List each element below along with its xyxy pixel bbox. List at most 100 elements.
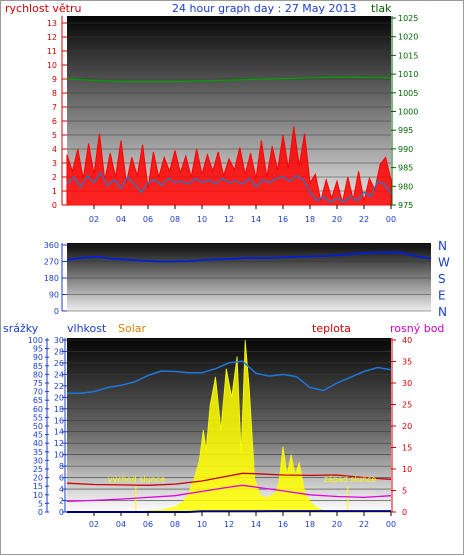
time-tick-label: 20	[332, 520, 342, 529]
time-tick-label: 22	[359, 520, 369, 529]
pressure-tick-label: 1005	[398, 89, 418, 98]
temperature-axis-label: teplota	[312, 322, 351, 335]
time-tick-label: 20	[332, 215, 342, 224]
humidity-tick-label: 16	[54, 416, 64, 425]
pressure-tick-label: 1000	[398, 108, 418, 117]
wind-tick-label: 12	[47, 33, 57, 42]
rain-tick-label: 65	[33, 396, 43, 405]
rain-line	[67, 510, 391, 513]
time-tick-label: 02	[89, 520, 99, 529]
humidity-tick-label: 0	[59, 508, 64, 517]
time-tick-label: 12	[224, 215, 234, 224]
rain-tick-label: 100	[28, 336, 43, 345]
wind-speed-area	[66, 126, 392, 206]
wind-tick-label: 1	[52, 187, 57, 196]
wind-tick-label: 11	[47, 47, 57, 56]
rain-tick-label: 10	[33, 491, 43, 500]
time-tick-label: 12	[224, 520, 234, 529]
solar-axis-label: Solar	[118, 322, 147, 335]
pressure-tick-label: 980	[398, 182, 413, 191]
rain-axis: 0510152025303540455055606570758085909510…	[28, 336, 49, 517]
temperature-tick-label: 35	[402, 358, 412, 367]
time-axis-top: 02 04 06 08 10 12 14 16 18 20 22 00	[89, 205, 396, 224]
time-tick-label: 14	[251, 520, 261, 529]
humidity-tick-label: 22	[54, 382, 64, 391]
wind-tick-label: 10	[47, 61, 57, 70]
sunset-annotation: západ slunce	[324, 475, 377, 484]
humidity-tick-label: 28	[54, 347, 64, 356]
rain-tick-label: 30	[33, 456, 43, 465]
humidity-line	[67, 360, 392, 395]
pressure-tick-label: 1020	[398, 33, 418, 42]
rain-tick-label: 75	[33, 379, 43, 388]
pressure-tick-label: 985	[398, 164, 413, 173]
pressure-tick-label: 1010	[398, 70, 418, 79]
direction-tick-label: 270	[44, 258, 59, 267]
rain-tick-label: 45	[33, 431, 43, 440]
chart-title: 24 hour graph day : 27 May 2013	[172, 2, 357, 15]
wind-direction-plot-area	[67, 243, 431, 311]
wind-direction-line	[66, 251, 432, 263]
humidity-temp-series	[66, 339, 392, 513]
wind-direction-gridlines	[67, 244, 431, 312]
time-tick-label: 10	[197, 215, 207, 224]
wind-tick-label: 4	[52, 145, 57, 154]
rain-tick-label: 35	[33, 448, 43, 457]
humidity-tick-label: 18	[54, 405, 64, 414]
direction-tick-label: 90	[49, 291, 59, 300]
humidity-tick-label: 6	[59, 474, 64, 483]
time-tick-label: 08	[170, 520, 180, 529]
temperature-tick-label: 0	[402, 508, 407, 517]
time-tick-label: 02	[89, 215, 99, 224]
time-tick-label: 04	[116, 520, 126, 529]
time-tick-label: 08	[170, 215, 180, 224]
rain-tick-label: 60	[33, 405, 43, 414]
wind-tick-label: 7	[52, 103, 57, 112]
rain-tick-label: 50	[33, 422, 43, 431]
time-tick-label: 18	[305, 520, 315, 529]
rain-tick-label: 40	[33, 439, 43, 448]
humidity-tick-label: 12	[54, 439, 64, 448]
sunrise-annotation: východ slunce	[108, 475, 165, 484]
pressure-tick-label: 1025	[398, 14, 418, 23]
temperature-line	[66, 472, 392, 486]
rain-tick-label: 5	[38, 499, 43, 508]
humidity-tick-label: 4	[59, 485, 64, 494]
time-tick-label: 10	[197, 520, 207, 529]
humidity-tick-label: 30	[54, 336, 64, 345]
rain-tick-label: 85	[33, 362, 43, 371]
pressure-tick-label: 995	[398, 126, 413, 135]
temperature-tick-label: 20	[402, 422, 412, 431]
compass-label: N	[438, 305, 447, 319]
rain-tick-label: 95	[33, 345, 43, 354]
pressure-tick-label: 1015	[398, 51, 418, 60]
direction-tick-label: 0	[54, 307, 59, 316]
wind-tick-label: 6	[52, 117, 57, 126]
humidity-tick-label: 24	[54, 370, 64, 379]
direction-tick-label: 180	[44, 274, 59, 283]
pressure-axis-label: tlak	[371, 2, 392, 15]
compass-label: S	[438, 272, 446, 286]
wind-axis-label: rychlost větru	[5, 2, 81, 15]
humidity-tick-label: 20	[54, 393, 64, 402]
humidity-axis-label: vlhkost	[67, 322, 107, 335]
wind-tick-label: 5	[52, 131, 57, 140]
time-tick-label: 04	[116, 215, 126, 224]
time-tick-label: 06	[143, 215, 153, 224]
time-tick-label: 14	[251, 215, 261, 224]
time-tick-label: 22	[359, 215, 369, 224]
humidity-tick-label: 8	[59, 462, 64, 471]
pressure-line	[66, 76, 392, 83]
rain-axis-label: srážky	[3, 322, 39, 335]
wind-gust-line	[66, 171, 392, 203]
time-tick-label: 00	[386, 215, 396, 224]
compass-label: E	[438, 289, 446, 303]
pressure-axis: 975 980 985 990 995 1000 1005 1010 1015 1020 1025	[391, 14, 418, 210]
time-axis-bottom: 02 04 06 08 10 12 14 16 18 20 22 00	[89, 512, 396, 529]
rain-tick-label: 15	[33, 482, 43, 491]
dewpoint-line	[66, 484, 392, 502]
wind-pressure-series	[66, 76, 392, 206]
